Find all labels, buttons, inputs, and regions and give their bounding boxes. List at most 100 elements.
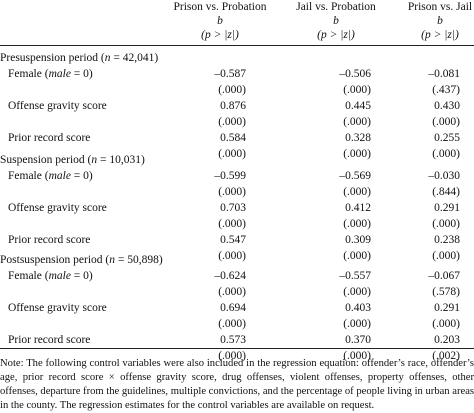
section-label-prefix: Postsuspension period ( [0, 254, 110, 266]
p-value-cell: (.000) [432, 116, 460, 128]
coefficient-cell: 0.309 [345, 234, 371, 246]
section-heading-row: Presuspension period (n = 42,041) [0, 50, 474, 66]
p-value-row: (.000) (.000) (.000) [0, 316, 474, 332]
table-row: Female (male = 0) –0.599 –0.569 –0.030 [0, 168, 474, 184]
variable-label: Offense gravity score [8, 200, 107, 216]
p-value-cell: (.578) [432, 286, 460, 298]
section-heading-row: Postsuspension period (n = 50,898) [0, 252, 474, 268]
p-value-row: (.000) (.000) (.000) [0, 248, 474, 264]
column-header-1: Prison vs. Probation b (p > |z|) [170, 0, 270, 42]
coefficient-cell: –0.624 [214, 270, 246, 282]
table-row: Prior record score 0.573 0.370 0.203 [0, 332, 474, 348]
p-value-cell: (.000) [218, 84, 246, 96]
p-value-cell: (.000) [218, 148, 246, 160]
coefficient-cell: 0.238 [434, 234, 460, 246]
coefficient-cell: 0.547 [220, 234, 246, 246]
coefficient-cell: 0.203 [434, 334, 460, 346]
header-rule [0, 45, 474, 46]
coefficient-symbol: b [333, 15, 339, 27]
p-value-row: (.000) (.000) (.000) [0, 114, 474, 130]
variable-label-suffix: = 0) [70, 170, 93, 182]
variable-label: Offense gravity score [8, 98, 107, 114]
p-value-symbol: (p > |z|) [421, 29, 459, 41]
coefficient-cell: –0.557 [339, 270, 371, 282]
section-label-suffix: = 10,031) [97, 154, 145, 166]
coefficient-cell: 0.291 [434, 302, 460, 314]
variable-label-prefix: Female ( [8, 68, 49, 80]
variable-label: Prior record score [8, 130, 90, 146]
variable-label-prefix: Prior record score [8, 132, 91, 144]
coefficient-cell: 0.255 [434, 132, 460, 144]
p-value-cell: (.000) [343, 286, 371, 298]
p-value-cell: (.002) [432, 350, 460, 362]
coefficient-cell: 0.412 [345, 202, 371, 214]
p-value-row: (.000) (.000) (.578) [0, 284, 474, 300]
p-value-cell: (.000) [432, 148, 460, 160]
coefficient-cell: 0.403 [345, 302, 371, 314]
p-value-cell: (.000) [218, 218, 246, 230]
coefficient-symbol: b [217, 15, 223, 27]
coefficient-cell: 0.584 [220, 132, 246, 144]
p-value-cell: (.000) [218, 318, 246, 330]
section-label: Presuspension period (n = 42,041) [0, 50, 158, 66]
section-label-prefix: Suspension period ( [0, 154, 92, 166]
p-value-row: (.000) (.000) (.437) [0, 82, 474, 98]
variable-label: Female (male = 0) [8, 168, 93, 184]
variable-label-italic: male [48, 170, 71, 182]
variable-label-prefix: Offense gravity score [8, 302, 107, 314]
coefficient-cell: 0.694 [220, 302, 246, 314]
p-value-row: (.000) (.000) (.002) [0, 348, 474, 364]
variable-label-prefix: Female ( [8, 270, 49, 282]
column-header-2: Jail vs. Probation b (p > |z|) [286, 0, 386, 42]
coefficient-cell: –0.067 [428, 270, 460, 282]
bottom-rule [0, 348, 474, 349]
p-value-cell: (.844) [432, 186, 460, 198]
p-value-row: (.000) (.000) (.844) [0, 184, 474, 200]
table-row: Offense gravity score 0.876 0.445 0.430 [0, 98, 474, 114]
variable-label: Female (male = 0) [8, 66, 93, 82]
variable-label: Offense gravity score [8, 300, 107, 316]
section-label-suffix: = 42,041) [110, 52, 159, 64]
p-value-row: (.000) (.000) (.000) [0, 146, 474, 162]
section-heading-row: Suspension period (n = 10,031) [0, 152, 474, 168]
p-value-cell: (.000) [343, 84, 371, 96]
coefficient-cell: 0.445 [345, 100, 371, 112]
p-value-cell: (.000) [218, 286, 246, 298]
column-header-3: Prison vs. Jail b (p > |z|) [390, 0, 474, 42]
table-row: Offense gravity score 0.694 0.403 0.291 [0, 300, 474, 316]
variable-label-prefix: Prior record score [8, 234, 91, 246]
sample-size-symbol: n [104, 52, 111, 64]
p-value-cell: (.000) [343, 148, 371, 160]
p-value-cell: (.000) [343, 186, 371, 198]
coefficient-symbol: b [437, 15, 443, 27]
p-value-cell: (.000) [432, 250, 460, 262]
section-label-suffix: = 50,898) [115, 254, 163, 266]
p-value-row: (.000) (.000) (.000) [0, 216, 474, 232]
variable-label: Female (male = 0) [8, 268, 93, 284]
table-note: Note: The following control variables we… [0, 358, 474, 411]
coefficient-cell: –0.030 [428, 170, 460, 182]
table-row: Prior record score 0.584 0.328 0.255 [0, 130, 474, 146]
section-label-prefix: Presuspension period ( [0, 52, 105, 64]
variable-label-italic: male [48, 270, 71, 282]
coefficient-cell: 0.876 [220, 100, 246, 112]
coefficient-cell: 0.328 [345, 132, 371, 144]
p-value-cell: (.000) [343, 350, 371, 362]
variable-label-prefix: Offense gravity score [8, 202, 107, 214]
column-title: Prison vs. Jail [407, 1, 473, 13]
variable-label-prefix: Offense gravity score [8, 100, 107, 112]
coefficient-cell: 0.430 [434, 100, 460, 112]
p-value-cell: (.000) [432, 218, 460, 230]
coefficient-cell: –0.506 [339, 68, 371, 80]
coefficient-cell: 0.703 [220, 202, 246, 214]
column-title: Jail vs. Probation [296, 1, 376, 13]
p-value-cell: (.000) [343, 250, 371, 262]
p-value-cell: (.000) [343, 116, 371, 128]
p-value-cell: (.000) [218, 116, 246, 128]
coefficient-cell: –0.587 [214, 68, 246, 80]
coefficient-cell: –0.599 [214, 170, 246, 182]
p-value-cell: (.000) [218, 186, 246, 198]
variable-label-italic: male [48, 68, 71, 80]
coefficient-cell: –0.569 [339, 170, 371, 182]
sample-size-symbol: n [91, 154, 98, 166]
